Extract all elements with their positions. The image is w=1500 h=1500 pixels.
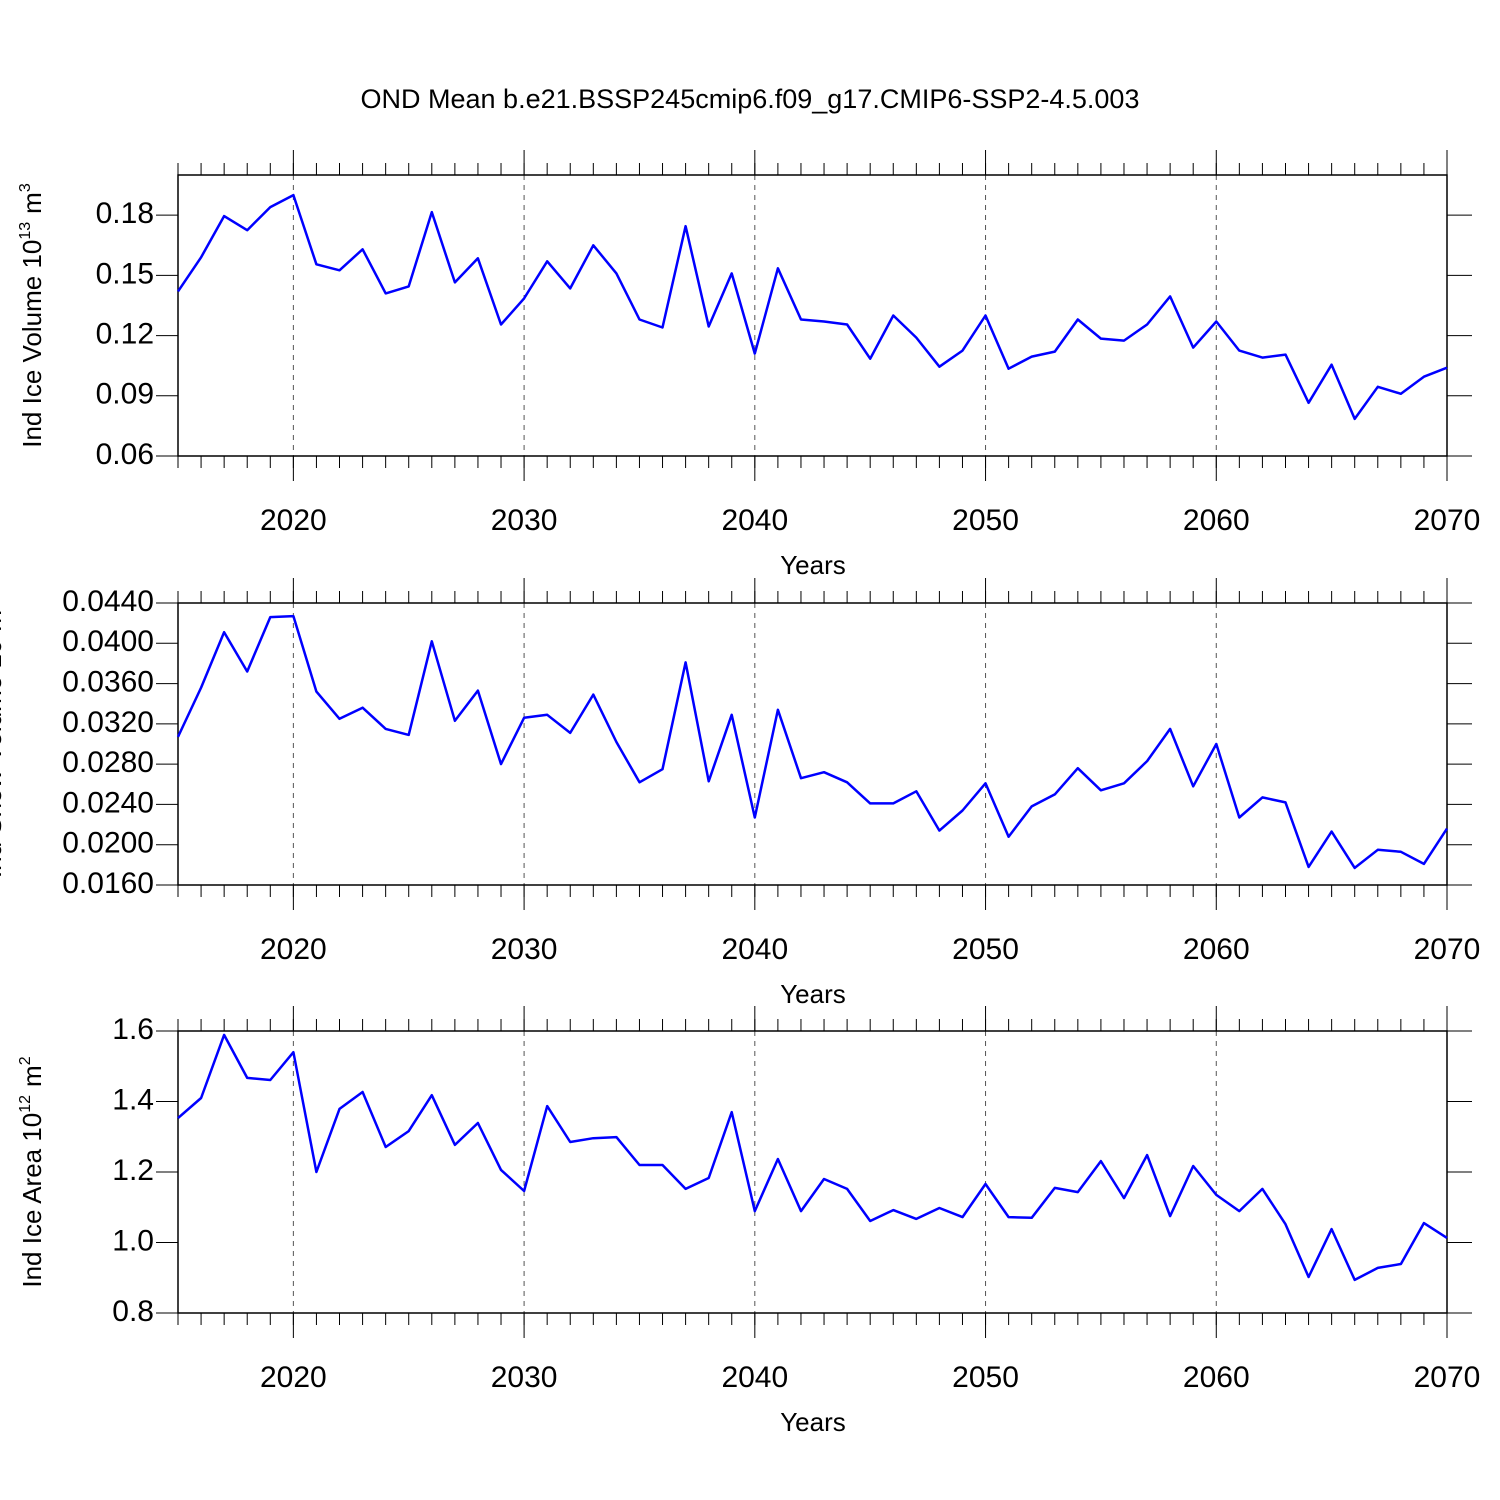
y-tick-label: 0.0200 [62,827,154,860]
y-tick-label: 1.0 [112,1224,154,1257]
y-label-part: Ind Ice Volume 10 [17,240,47,448]
x-tick-label: 2070 [1414,1361,1481,1394]
x-tick-label: 2050 [952,504,1019,537]
y-tick-label: 1.6 [112,1013,154,1046]
x-axis-label: Years [780,1407,846,1437]
y-tick-label: 0.12 [96,317,154,350]
y-tick-label: 0.0320 [62,706,154,739]
y-tick-label: 0.0400 [62,625,154,658]
y-tick-label: 0.15 [96,257,154,290]
y-tick-label: 0.0360 [62,665,154,698]
x-tick-label: 2040 [721,933,788,966]
x-tick-label: 2040 [721,1361,788,1394]
plot-frame [177,174,1448,457]
y-tick-label: 0.0280 [62,746,154,779]
plot-frame [177,1030,1448,1314]
y-tick-label: 0.06 [96,438,154,471]
y-tick-label: 1.4 [112,1083,154,1116]
panel: OND Mean b.e21.BSSP245cmip6.f09_g17.CMIP… [17,84,1481,580]
x-tick-label: 2060 [1183,933,1250,966]
x-tick-label: 2020 [260,933,327,966]
y-tick-label: 0.09 [96,378,154,411]
x-axis-label: Years [780,979,846,1009]
y-label-exponent: 2 [17,1056,34,1065]
y-label-exponent: 13 [17,222,34,240]
x-tick-label: 2050 [952,1361,1019,1394]
x-tick-label: 2070 [1414,933,1481,966]
x-tick-label: 2030 [491,1361,558,1394]
y-tick-label: 1.2 [112,1154,154,1187]
y-label-part: m [17,192,47,214]
x-tick-label: 2060 [1183,504,1250,537]
y-tick-label: 0.18 [96,197,154,230]
y-axis-label: Ind Ice Area 1012 m2 [17,1056,47,1287]
x-tick-label: 2020 [260,1361,327,1394]
y-label-part: Ind Ice Area 10 [17,1113,47,1288]
data-line [176,193,1448,421]
y-label-exponent: 12 [17,1095,34,1113]
y-label-part: m [0,610,7,632]
x-tick-label: 2060 [1183,1361,1250,1394]
x-tick-label: 2040 [721,504,788,537]
y-label-exponent: 3 [17,183,34,192]
x-axis-label: Years [780,550,846,580]
chart-title: OND Mean b.e21.BSSP245cmip6.f09_g17.CMIP… [361,84,1140,114]
y-tick-label: 0.0240 [62,786,154,819]
plot-frame [177,602,1448,886]
x-tick-label: 2030 [491,504,558,537]
data-line [177,1033,1448,1282]
x-tick-label: 2020 [260,504,327,537]
y-tick-label: 0.0160 [62,867,154,900]
y-tick-label: 0.8 [112,1295,154,1328]
y-axis-label: Ind Ice Volume 1013 m3 [17,183,47,448]
y-label-part: m [17,1065,47,1087]
x-tick-label: 2050 [952,933,1019,966]
panel: 2020 2030 2040 2050 2060 2070 0.0160 0.0200 0.02… [0,578,1480,1009]
y-axis-label: Ind Snow Volume 10 m [0,610,7,878]
y-label-part: Ind Snow Volume 10 [0,640,7,879]
x-tick-label: 2070 [1414,504,1481,537]
panel: 2020 2030 2040 2050 2060 2070 0.8 1.0 1.2 1.4 1.6 Y… [17,1006,1481,1437]
y-tick-label: 0.0440 [62,585,154,618]
x-tick-label: 2030 [491,933,558,966]
data-line [176,614,1449,870]
